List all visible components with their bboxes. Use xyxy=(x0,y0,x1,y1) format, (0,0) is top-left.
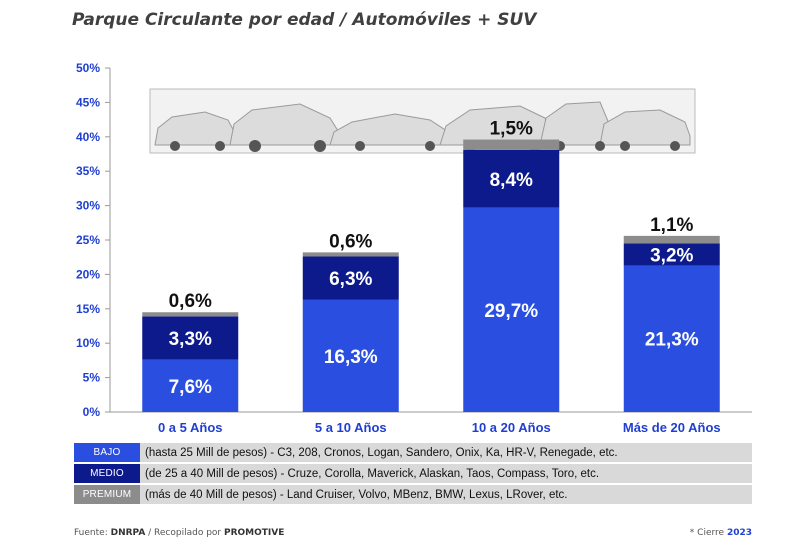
bar-bajo-2 xyxy=(302,299,399,412)
bar-premium-1 xyxy=(142,312,239,317)
x-category-label: 10 a 20 Años xyxy=(472,420,551,435)
compiled-name: PROMOTIVE xyxy=(224,528,285,538)
y-tick-label: 20% xyxy=(76,267,100,281)
legend-text-medio: (de 25 a 40 Mill de pesos) - Cruze, Coro… xyxy=(140,464,752,483)
compiled-label: / Recopilado por xyxy=(148,528,222,538)
bar-medio-2 xyxy=(302,256,399,300)
bar-premium-4 xyxy=(623,235,720,244)
bar-medio-4 xyxy=(623,243,720,266)
stacked-bar-chart: 0% 5% 10% 15% 20% 25% 30% 35% 40% 45% 50% 7,6% 3,3%… xyxy=(76,61,752,435)
y-tick-label: 5% xyxy=(83,371,101,385)
legend-text-premium: (más de 40 Mill de pesos) - Land Cruiser… xyxy=(140,485,752,504)
legend-text-bajo: (hasta 25 Mill de pesos) - C3, 208, Cron… xyxy=(140,443,752,462)
data-label-bajo-3: 29,7% xyxy=(484,301,538,322)
legend-item-medio: MEDIO (de 25 a 40 Mill de pesos) - Cruze… xyxy=(74,464,752,483)
data-label-premium-1: 0,6% xyxy=(169,291,212,312)
bar-medio-3 xyxy=(463,149,560,208)
y-tick-label: 15% xyxy=(76,302,100,316)
legend-swatch-bajo: BAJO xyxy=(74,443,140,462)
note-year: 2023 xyxy=(726,528,752,538)
y-tick-label: 40% xyxy=(76,130,100,144)
data-label-bajo-2: 16,3% xyxy=(324,347,378,368)
y-tick-label: 30% xyxy=(76,199,100,213)
legend-item-bajo: BAJO (hasta 25 Mill de pesos) - C3, 208,… xyxy=(74,443,752,462)
y-tick-label: 45% xyxy=(76,95,100,109)
data-label-premium-2: 0,6% xyxy=(329,231,372,252)
data-label-medio-3: 8,4% xyxy=(490,170,533,191)
bar-bajo-1 xyxy=(142,359,239,412)
data-label-bajo-4: 21,3% xyxy=(645,330,699,351)
legend-swatch-premium: PREMIUM xyxy=(74,485,140,504)
source-label: Fuente: xyxy=(74,528,108,538)
data-label-medio-2: 6,3% xyxy=(329,269,372,290)
y-tick-label: 35% xyxy=(76,164,100,178)
cars-photo-banner xyxy=(149,88,696,154)
data-label-bajo-1: 7,6% xyxy=(169,377,212,398)
legend-item-premium: PREMIUM (más de 40 Mill de pesos) - Land… xyxy=(74,485,752,504)
chart-title: Parque Circulante por edad / Automóviles… xyxy=(72,10,537,30)
y-tick-label: 10% xyxy=(76,336,100,350)
data-label-premium-4: 1,1% xyxy=(650,215,693,236)
closing-note: * Cierre 2023 xyxy=(690,528,752,538)
y-tick-label: 25% xyxy=(76,233,100,247)
source-footnote: Fuente: DNRPA / Recopilado por PROMOTIVE xyxy=(74,528,284,538)
x-category-label: 5 a 10 Años xyxy=(315,420,387,435)
y-tick-label: 0% xyxy=(83,405,101,419)
bar-premium-2 xyxy=(302,252,399,257)
bar-bajo-3 xyxy=(463,207,560,412)
bar-premium-3 xyxy=(463,139,560,150)
data-label-medio-1: 3,3% xyxy=(169,329,212,350)
bar-medio-1 xyxy=(142,316,239,360)
note-prefix: * Cierre xyxy=(689,528,725,538)
data-label-premium-3: 1,5% xyxy=(490,119,533,140)
x-category-label: Más de 20 Años xyxy=(623,420,721,435)
legend-swatch-medio: MEDIO xyxy=(74,464,140,483)
y-tick-label: 50% xyxy=(76,61,100,75)
legend: BAJO (hasta 25 Mill de pesos) - C3, 208,… xyxy=(74,443,752,506)
data-label-medio-4: 3,2% xyxy=(650,245,693,266)
bar-bajo-4 xyxy=(623,265,720,412)
x-category-label: 0 a 5 Años xyxy=(158,420,223,435)
source-name: DNRPA xyxy=(110,528,146,538)
